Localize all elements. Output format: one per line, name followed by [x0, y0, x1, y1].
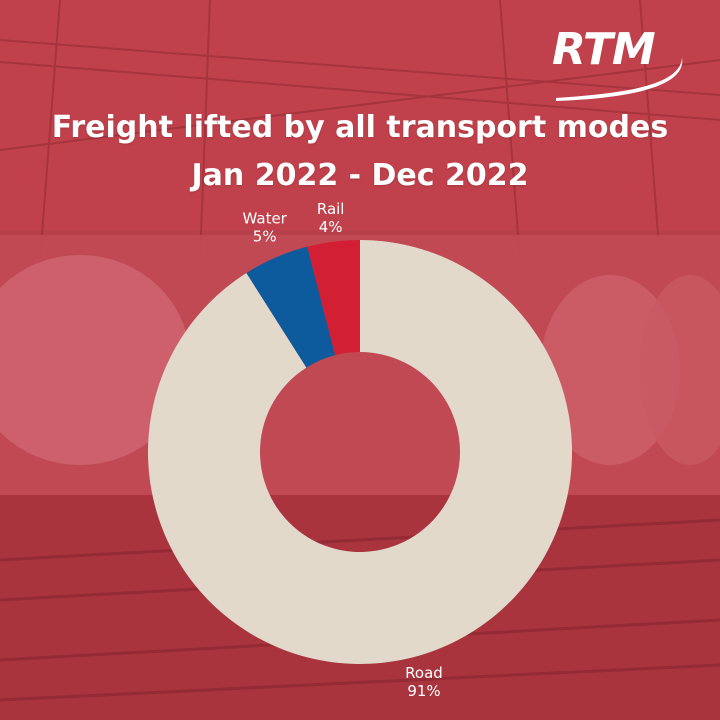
label-category-road: Road: [405, 664, 443, 682]
slice-water: [246, 246, 336, 368]
rtm-logo: RTM: [552, 28, 692, 104]
chart-title: Freight lifted by all transport modes Ja…: [0, 104, 720, 200]
title-line-2: Jan 2022 - Dec 2022: [191, 158, 529, 193]
title-line-1: Freight lifted by all transport modes: [51, 110, 669, 145]
logo-swoosh-icon: [556, 58, 683, 101]
label-value-water: 5%: [253, 228, 277, 246]
data-label-water: Water 5%: [243, 210, 288, 246]
data-label-road: Road 91%: [405, 664, 443, 700]
label-value-road: 91%: [407, 682, 440, 700]
slice-road: [147, 240, 572, 665]
label-value-rail: 4%: [319, 218, 343, 236]
label-category-rail: Rail: [317, 200, 345, 218]
slice-rail: [307, 240, 360, 356]
logo-text: RTM: [552, 24, 656, 75]
label-category-water: Water: [243, 210, 288, 228]
data-label-rail: Rail 4%: [317, 200, 345, 236]
